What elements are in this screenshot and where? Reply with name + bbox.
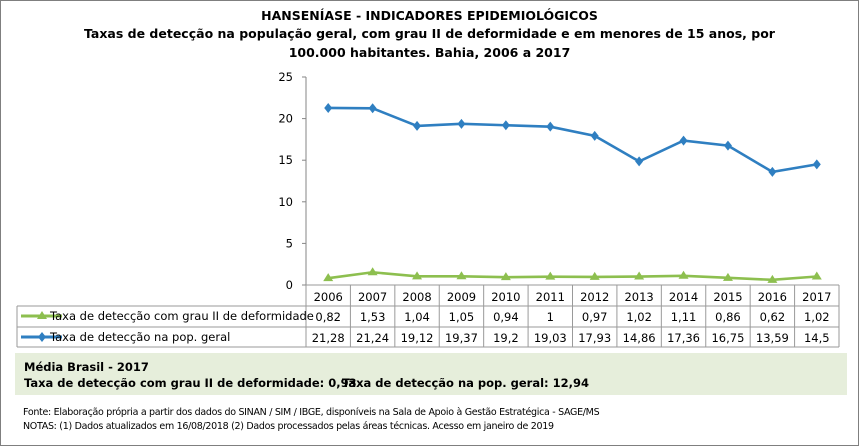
data-point-triangle — [500, 272, 511, 281]
year-label: 2014 — [669, 290, 698, 304]
chart-subtitle-line2: 100.000 habitantes. Bahia, 2006 a 2017 — [288, 45, 571, 60]
year-label: 2009 — [447, 290, 476, 304]
data-cell: 17,36 — [667, 331, 700, 345]
data-point-triangle — [367, 267, 378, 276]
data-point-diamond — [324, 102, 333, 113]
legend-label: Taxa de detecção na pop. geral — [49, 330, 230, 344]
data-point-triangle — [767, 274, 778, 283]
data-point-triangle — [634, 271, 645, 280]
year-label: 2016 — [758, 290, 787, 304]
data-point-diamond — [635, 156, 644, 167]
data-cell: 19,2 — [493, 331, 519, 345]
data-cell: 0,82 — [315, 310, 341, 324]
data-cell: 21,24 — [356, 331, 389, 345]
data-cell: 1,53 — [360, 310, 386, 324]
legend-triangle-marker — [37, 311, 47, 319]
data-point-triangle — [722, 272, 733, 281]
year-label: 2008 — [402, 290, 431, 304]
year-label: 2007 — [358, 290, 387, 304]
data-point-diamond — [413, 120, 422, 131]
series-line — [328, 270, 817, 282]
data-cell: 14,86 — [623, 331, 656, 345]
y-tick-label: 5 — [286, 236, 293, 250]
year-label: 2011 — [536, 290, 565, 304]
data-cell: 14,5 — [804, 331, 830, 345]
data-point-diamond — [768, 166, 777, 177]
year-label: 2017 — [802, 290, 831, 304]
data-point-diamond — [457, 118, 466, 129]
data-cell: 0,97 — [582, 310, 608, 324]
y-tick-label: 0 — [286, 278, 293, 292]
series-line — [328, 106, 818, 174]
data-point-diamond — [501, 120, 510, 131]
y-tick-label: 20 — [278, 112, 293, 126]
data-point-diamond — [546, 121, 555, 132]
data-cell: 1,05 — [449, 310, 475, 324]
data-cell: 0,86 — [715, 310, 741, 324]
year-label: 2012 — [580, 290, 609, 304]
legend-label: Taxa de detecção com grau II de deformid… — [49, 309, 314, 323]
data-cell: 19,37 — [445, 331, 478, 345]
data-cell: 1,02 — [804, 310, 830, 324]
data-point-diamond — [368, 103, 377, 114]
data-point-triangle — [589, 271, 600, 280]
data-cell: 0,94 — [493, 310, 519, 324]
data-point-triangle — [811, 271, 822, 280]
year-label: 2015 — [713, 290, 742, 304]
data-cell: 17,93 — [578, 331, 611, 345]
data-cell: 13,59 — [756, 331, 789, 345]
data-cell: 16,75 — [711, 331, 744, 345]
legend-diamond-marker — [38, 332, 46, 342]
data-point-triangle — [678, 270, 689, 279]
y-tick-label: 10 — [278, 195, 293, 209]
year-label: 2013 — [624, 290, 653, 304]
data-cell: 1,02 — [626, 310, 652, 324]
data-point-diamond — [590, 130, 599, 141]
data-point-triangle — [412, 271, 423, 280]
y-tick-label: 25 — [278, 70, 293, 84]
data-point-triangle — [545, 271, 556, 280]
media-grau2: Taxa de detecção com grau II de deformid… — [24, 376, 357, 390]
line-chart: 0 5 10 15 20 25 2006 2007 2008 2009 2010 2011 2012 20… — [16, 70, 840, 348]
data-cell: 21,28 — [312, 331, 345, 345]
chart-title: HANSENÍASE - INDICADORES EPIDEMIOLÓGICOS — [261, 8, 598, 23]
data-point-diamond — [679, 135, 688, 146]
data-cell: 19,03 — [534, 331, 567, 345]
y-tick-label: 15 — [278, 153, 293, 167]
chart-subtitle-line1: Taxas de detecção na população geral, co… — [84, 26, 775, 41]
data-point-diamond — [723, 140, 732, 151]
media-heading: Média Brasil - 2017 — [24, 360, 149, 374]
media-brasil-box: Média Brasil - 2017 Taxa de detecção com… — [15, 353, 847, 395]
data-point-triangle — [323, 273, 334, 282]
source-note: Fonte: Elaboração própria a partir dos d… — [23, 407, 600, 418]
data-cell: 1 — [547, 310, 554, 324]
data-point-triangle — [456, 271, 467, 280]
data-point-diamond — [812, 159, 821, 170]
data-cell: 1,11 — [671, 310, 697, 324]
data-cell: 1,04 — [404, 310, 430, 324]
year-label: 2006 — [314, 290, 343, 304]
notes: NOTAS: (1) Dados atualizados em 16/08/20… — [23, 421, 554, 432]
year-label: 2010 — [491, 290, 520, 304]
data-cell: 0,62 — [760, 310, 786, 324]
media-geral: Taxa de detecção na pop. geral: 12,94 — [342, 376, 590, 390]
data-cell: 19,12 — [401, 331, 434, 345]
